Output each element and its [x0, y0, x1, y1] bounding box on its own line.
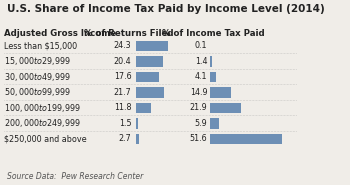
Text: 21.7: 21.7	[114, 88, 131, 97]
FancyBboxPatch shape	[210, 56, 212, 67]
Text: $200,000 to $249,999: $200,000 to $249,999	[4, 117, 81, 130]
FancyBboxPatch shape	[136, 56, 163, 67]
FancyBboxPatch shape	[136, 41, 168, 51]
Text: $100,000 to $199,999: $100,000 to $199,999	[4, 102, 81, 114]
Text: 1.5: 1.5	[119, 119, 131, 128]
Text: 51.6: 51.6	[190, 134, 208, 143]
Text: 1.4: 1.4	[195, 57, 208, 66]
FancyBboxPatch shape	[136, 103, 151, 113]
Text: Less than $15,000: Less than $15,000	[4, 41, 77, 51]
Text: $30,000 to $49,999: $30,000 to $49,999	[4, 71, 71, 83]
FancyBboxPatch shape	[136, 134, 139, 144]
FancyBboxPatch shape	[136, 87, 164, 98]
FancyBboxPatch shape	[210, 118, 218, 129]
Text: Source Data:  Pew Research Center: Source Data: Pew Research Center	[7, 172, 143, 181]
Text: 5.9: 5.9	[195, 119, 208, 128]
FancyBboxPatch shape	[210, 103, 241, 113]
Text: 0.1: 0.1	[195, 41, 208, 51]
Text: $50,000 to $99,999: $50,000 to $99,999	[4, 86, 71, 98]
Text: 11.8: 11.8	[114, 103, 131, 112]
Text: 21.9: 21.9	[190, 103, 208, 112]
Text: 14.9: 14.9	[190, 88, 208, 97]
Text: % of Income Tax Paid: % of Income Tax Paid	[162, 29, 265, 38]
FancyBboxPatch shape	[210, 72, 216, 82]
Text: $15,000 to $29,999: $15,000 to $29,999	[4, 56, 71, 68]
Text: $250,000 and above: $250,000 and above	[4, 134, 87, 143]
Text: % of Returns Filed: % of Returns Filed	[84, 29, 173, 38]
FancyBboxPatch shape	[136, 118, 138, 129]
FancyBboxPatch shape	[136, 72, 159, 82]
Text: 2.7: 2.7	[119, 134, 131, 143]
Text: Adjusted Gross Income: Adjusted Gross Income	[4, 29, 116, 38]
Text: 4.1: 4.1	[195, 73, 208, 81]
Text: U.S. Share of Income Tax Paid by Income Level (2014): U.S. Share of Income Tax Paid by Income …	[7, 4, 325, 14]
Text: 24.3: 24.3	[114, 41, 131, 51]
Text: 20.4: 20.4	[114, 57, 131, 66]
FancyBboxPatch shape	[210, 134, 282, 144]
Text: 17.6: 17.6	[114, 73, 131, 81]
FancyBboxPatch shape	[210, 87, 231, 98]
